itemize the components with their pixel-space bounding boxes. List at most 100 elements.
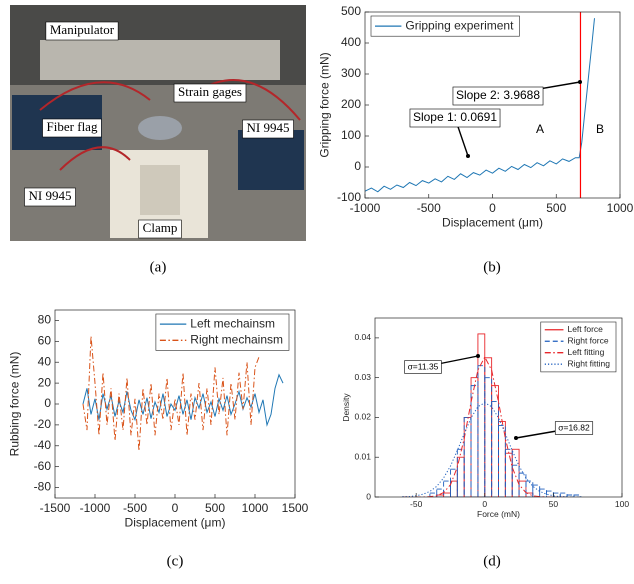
legend: Gripping experiment bbox=[370, 15, 520, 37]
histogram-bar bbox=[491, 385, 499, 497]
caption: (a) bbox=[150, 259, 167, 275]
legend-label: Left fitting bbox=[567, 347, 604, 357]
histogram-bar bbox=[518, 472, 527, 497]
y-axis-label: Rubbing force (mN) bbox=[8, 352, 22, 457]
x-tick-label: 50 bbox=[549, 499, 559, 509]
photo-label-box bbox=[42, 118, 102, 138]
x-tick-label: 0 bbox=[482, 499, 487, 509]
y-tick-label: 0.01 bbox=[354, 451, 371, 461]
y-tick-label: 500 bbox=[341, 4, 361, 18]
annotation: σ=16.82 bbox=[558, 422, 590, 432]
photo bbox=[10, 5, 306, 241]
y-axis-label: Gripping force (mN) bbox=[318, 52, 332, 157]
y-tick-label: 40 bbox=[38, 354, 52, 368]
histogram-bar bbox=[525, 480, 534, 497]
data-line bbox=[82, 336, 260, 452]
x-tick-label: 1000 bbox=[242, 501, 269, 515]
x-tick-label: -1000 bbox=[350, 201, 381, 215]
y-tick-label: 0.02 bbox=[354, 412, 371, 422]
plot-area bbox=[365, 12, 595, 198]
y-tick-label: -60 bbox=[34, 459, 52, 473]
y-tick-label: 80 bbox=[38, 313, 52, 327]
fit-curve bbox=[402, 402, 568, 497]
photo-label: NI 9945 bbox=[29, 188, 72, 203]
x-tick-label: 100 bbox=[615, 499, 629, 509]
y-tick-label: -80 bbox=[34, 480, 52, 494]
legend-box bbox=[370, 15, 520, 37]
histogram-bar bbox=[539, 488, 547, 497]
annotation: B bbox=[596, 122, 604, 136]
histogram-bar bbox=[470, 377, 479, 497]
y-tick-label: 0.03 bbox=[354, 372, 371, 382]
photo-stage bbox=[40, 40, 280, 80]
plot-area bbox=[82, 336, 284, 452]
histogram-bar bbox=[470, 385, 479, 497]
y-tick-label: -40 bbox=[34, 438, 52, 452]
y-tick-label: -20 bbox=[34, 417, 52, 431]
y-tick-label: 0 bbox=[366, 491, 371, 501]
annotation-arrowhead bbox=[476, 354, 480, 358]
legend-label: Right mechainsm bbox=[190, 332, 283, 346]
histogram-bar bbox=[463, 416, 472, 497]
x-tick-label: -1500 bbox=[40, 501, 71, 515]
y-tick-label: 400 bbox=[341, 35, 361, 49]
photo-label: Fiber flag bbox=[47, 119, 98, 134]
y-tick-label: 20 bbox=[38, 375, 52, 389]
y-tick-label: 60 bbox=[38, 334, 52, 348]
x-tick-label: -500 bbox=[123, 501, 147, 515]
photo-label: Strain gages bbox=[178, 84, 242, 99]
annotation: Slope 2: 3.9688 bbox=[456, 88, 540, 102]
histogram-bar bbox=[518, 480, 527, 497]
photo-label-box bbox=[45, 21, 119, 41]
x-tick-label: 0 bbox=[489, 201, 496, 215]
photo-label-box bbox=[173, 83, 247, 103]
histogram-bar bbox=[491, 401, 499, 497]
legend-box bbox=[155, 313, 290, 351]
photo-fiber-flag bbox=[138, 116, 182, 140]
annotation-arrowhead bbox=[578, 80, 582, 84]
photo-clamp bbox=[140, 165, 180, 215]
y-tick-label: 0.04 bbox=[354, 332, 371, 342]
legend-label: Gripping experiment bbox=[405, 18, 514, 32]
y-tick-label: 200 bbox=[341, 97, 361, 111]
y-tick-label: -100 bbox=[337, 190, 361, 204]
histogram-bar bbox=[504, 452, 513, 497]
histogram-bar bbox=[443, 480, 451, 497]
axes-frame bbox=[374, 317, 623, 498]
y-tick-label: 0 bbox=[44, 396, 51, 410]
photo-label: Manipulator bbox=[50, 22, 115, 37]
x-tick-label: -500 bbox=[417, 201, 441, 215]
legend-label: Left force bbox=[567, 324, 603, 334]
x-tick-label: 500 bbox=[546, 201, 566, 215]
x-tick-label: 1500 bbox=[282, 501, 309, 515]
annotation: Slope 1: 0.0691 bbox=[413, 110, 497, 124]
photo-label-box bbox=[242, 119, 294, 139]
x-tick-label: -50 bbox=[410, 499, 423, 509]
histogram-bar bbox=[429, 492, 438, 497]
histogram-bar bbox=[484, 357, 493, 497]
histogram-bar bbox=[498, 424, 506, 497]
caption: (d) bbox=[483, 553, 501, 569]
x-axis-label: Displacement (μm) bbox=[125, 515, 226, 529]
histogram-bar bbox=[463, 416, 472, 497]
histogram-bar bbox=[443, 492, 451, 497]
x-tick-label: 500 bbox=[205, 501, 225, 515]
legend-label: Right fitting bbox=[567, 358, 610, 368]
y-axis-label: Density bbox=[341, 393, 351, 422]
legend-label: Left mechainsm bbox=[190, 316, 275, 330]
histogram-bar bbox=[504, 448, 513, 497]
caption: (c) bbox=[167, 553, 184, 569]
histogram-bar bbox=[477, 365, 486, 497]
photo-label: NI 9945 bbox=[247, 120, 290, 135]
histogram-bar bbox=[484, 377, 493, 497]
photo-label-box bbox=[138, 219, 182, 239]
annotation-box bbox=[452, 86, 544, 106]
x-axis-label: Force (mN) bbox=[477, 509, 520, 519]
caption: (b) bbox=[483, 259, 501, 275]
x-tick-label: -1000 bbox=[80, 501, 111, 515]
photo-module-right bbox=[238, 130, 304, 190]
histogram-bar bbox=[511, 448, 520, 497]
